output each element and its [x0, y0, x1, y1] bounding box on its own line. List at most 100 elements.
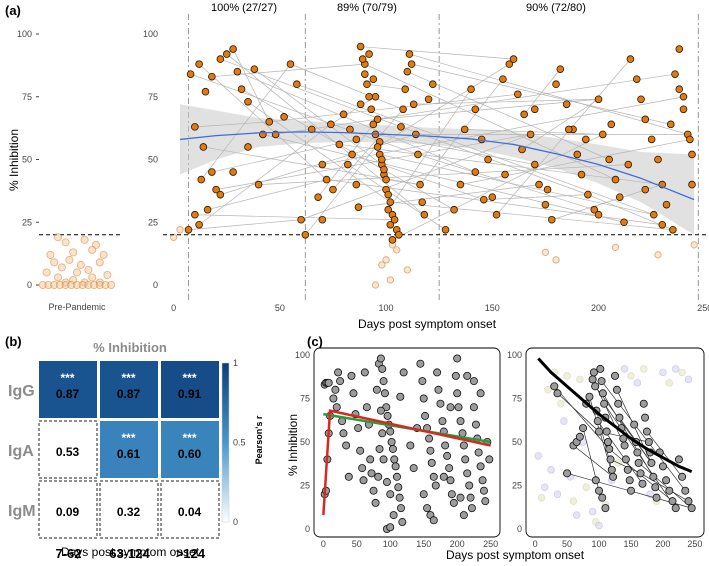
ytick-label: 0: [153, 280, 158, 290]
data-point: [356, 42, 365, 51]
faint-point: [540, 483, 549, 491]
data-point: [687, 504, 696, 513]
data-point: [626, 55, 635, 63]
data-point: [638, 479, 647, 488]
data-point: [563, 469, 572, 478]
data-point: [607, 465, 616, 474]
heatmap-title: % Inhibition: [93, 340, 167, 355]
data-point: [620, 218, 628, 227]
xtick-label: 200: [591, 303, 606, 313]
data-point: [336, 377, 345, 386]
ytick-label: 50: [512, 437, 522, 447]
data-point: [675, 45, 684, 53]
data-point: [509, 55, 518, 63]
data-point: [651, 483, 660, 492]
faint-point: [553, 490, 562, 498]
heatmap-cell: [99, 480, 159, 539]
data-point: [436, 399, 445, 408]
pair-line: [275, 73, 676, 135]
data-point: [69, 248, 78, 257]
xtick-label: 0: [533, 539, 538, 549]
faint-point: [620, 365, 629, 373]
data-point: [301, 231, 310, 239]
data-point: [562, 100, 571, 109]
ytick-label: 75: [22, 92, 32, 102]
data-point: [376, 406, 385, 415]
data-point: [641, 413, 650, 422]
ytick-label: 0: [517, 524, 522, 534]
data-point: [399, 368, 408, 377]
data-point: [658, 462, 667, 471]
pair-line: [407, 71, 610, 160]
pair-line: [392, 134, 603, 241]
data-point: [318, 160, 327, 169]
data-point: [535, 180, 543, 189]
pair-line: [581, 174, 663, 185]
pair-line: [603, 403, 677, 509]
ytick-label: 100: [295, 350, 310, 360]
data-point: [456, 180, 465, 189]
xtick-label: 100: [383, 539, 398, 549]
data-point: [388, 444, 397, 453]
significance-marker: ***: [121, 431, 135, 445]
cell-value-label: 0.04: [178, 505, 202, 519]
pair-line: [211, 139, 357, 173]
data-point: [665, 486, 674, 495]
sub-threshold-point: [654, 251, 662, 259]
colorbar-tick-label: 1: [233, 358, 238, 368]
data-point: [386, 490, 395, 499]
data-point: [88, 273, 97, 282]
data-point: [379, 455, 388, 464]
xtick-label: 250: [697, 303, 709, 313]
data-point: [409, 464, 418, 473]
faint-point: [678, 368, 686, 377]
data-point: [346, 125, 354, 134]
data-point: [103, 270, 112, 279]
data-point: [405, 50, 414, 58]
significance-marker: ***: [182, 371, 196, 385]
data-point: [621, 455, 630, 464]
data-point: [84, 280, 93, 289]
data-point: [456, 417, 465, 426]
data-point: [654, 155, 662, 164]
interval-label-3: 90% (72/80): [526, 2, 586, 14]
panel-label-a: (a): [5, 3, 21, 18]
sub-threshold-point: [611, 243, 620, 251]
cell-value-label: 0.32: [117, 505, 141, 519]
heatmap-col-label: 7-62: [55, 546, 81, 561]
data-point: [362, 403, 371, 412]
data-point: [280, 113, 288, 121]
pair-line: [419, 78, 504, 185]
data-point: [339, 429, 348, 438]
data-point: [620, 441, 629, 450]
data-point: [339, 110, 348, 119]
data-point: [314, 193, 322, 201]
data-point: [382, 175, 390, 184]
data-point: [259, 130, 267, 139]
data-point: [244, 97, 252, 106]
colorbar-label: Pearson's r: [254, 415, 264, 464]
panel-c-ylabel: % Inhibition: [286, 414, 300, 476]
data-point: [450, 205, 458, 214]
ytick-label: 25: [512, 481, 522, 491]
data-point: [403, 67, 412, 76]
trend-line: [179, 131, 695, 201]
data-point: [356, 446, 365, 455]
data-point: [588, 375, 597, 384]
data-point: [61, 280, 70, 289]
data-point: [55, 280, 64, 289]
data-point: [662, 476, 671, 485]
data-point: [601, 504, 610, 513]
data-point: [633, 448, 642, 457]
heatmap-col-label: >124: [176, 546, 206, 561]
data-point: [369, 75, 378, 83]
data-point: [373, 115, 382, 124]
data-point: [412, 130, 420, 139]
data-point: [324, 378, 333, 387]
data-point: [398, 518, 407, 527]
data-point: [378, 364, 387, 373]
pair-line: [601, 380, 686, 491]
data-point: [589, 368, 598, 377]
data-point: [484, 155, 492, 164]
data-point: [626, 486, 635, 495]
